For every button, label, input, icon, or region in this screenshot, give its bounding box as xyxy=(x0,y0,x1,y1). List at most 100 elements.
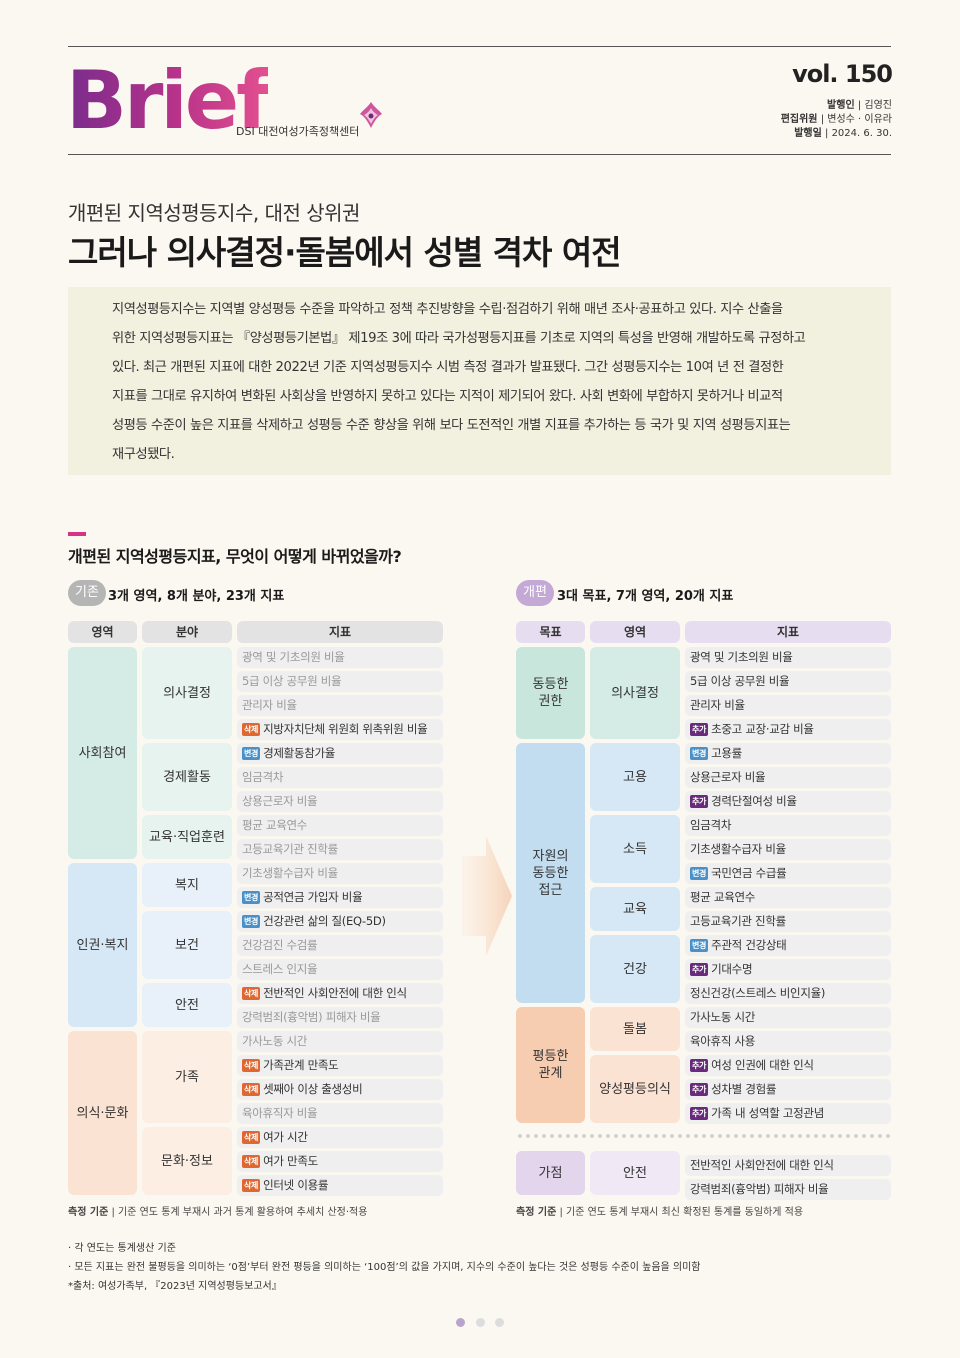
indicator-label: 임금격차 xyxy=(242,770,284,784)
indicator-label: 고용률 xyxy=(711,746,742,760)
old-indicator: 평균 교육연수 xyxy=(237,815,443,836)
indicator-label: 정신건강(스트레스 비인지율) xyxy=(690,986,826,1000)
article-subtitle: 개편된 지역성평등지수, 대전 상위권 xyxy=(68,201,360,225)
indicator-label: 고등교육기관 진학률 xyxy=(242,842,338,856)
indicator-label: 가사노동 시간 xyxy=(242,1034,308,1048)
old-field-culture: 문화·정보 xyxy=(142,1127,232,1195)
publisher-line: 발행인 | 김영진 xyxy=(827,100,892,111)
section-accent xyxy=(68,532,86,536)
indicator-label: 성차별 경험률 xyxy=(711,1082,777,1096)
old-indicator: 상용근로자 비율 xyxy=(237,791,443,812)
new-badge: 개편 xyxy=(516,580,554,606)
new-indicator: 평균 교육연수 xyxy=(685,887,891,908)
old-area-culture: 의식·문화 xyxy=(68,1031,137,1195)
old-indicator: 스트레스 인지율 xyxy=(237,959,443,980)
tag-chg-badge: 변경 xyxy=(690,747,709,760)
new-indicator: 변경 주관적 건강상태 xyxy=(685,935,891,956)
tag-del-badge: 삭제 xyxy=(242,1131,261,1144)
volume-number: vol. 150 xyxy=(792,60,893,88)
old-indicator: 삭제 셋째아 이상 출생성비 xyxy=(237,1079,443,1100)
new-indicator: 고등교육기관 진학률 xyxy=(685,911,891,932)
indicator-label: 전반적인 사회안전에 대한 인식 xyxy=(263,986,407,1000)
indicator-label: 경제활동참가율 xyxy=(263,746,336,760)
old-area-social: 사회참여 xyxy=(68,647,137,859)
new-goal-equal-rights: 동등한 권한 xyxy=(516,647,585,739)
tag-del-badge: 삭제 xyxy=(242,1059,261,1072)
page-dot[interactable] xyxy=(495,1318,504,1327)
date-line: 발행일 | 2024. 6. 30. xyxy=(794,128,892,139)
new-header-goal: 목표 xyxy=(516,621,585,643)
old-area-welfare: 인권·복지 xyxy=(68,863,137,1027)
indicator-label: 여가 만족도 xyxy=(263,1154,318,1168)
indicator-label: 초중고 교장·교감 비율 xyxy=(711,722,814,736)
new-indicator: 추가 경력단절여성 비율 xyxy=(685,791,891,812)
old-indicator: 기초생활수급자 비율 xyxy=(237,863,443,884)
indicator-label: 강력범죄(흉악범) 피해자 비율 xyxy=(242,1010,381,1024)
transition-arrow-icon xyxy=(462,836,512,960)
old-indicator: 임금격차 xyxy=(237,767,443,788)
tag-chg-badge: 변경 xyxy=(690,867,709,880)
indicator-label: 여성 인권에 대한 인식 xyxy=(711,1058,814,1072)
new-goal-resource-access: 자원의 동등한 접근 xyxy=(516,743,585,1003)
tag-del-badge: 삭제 xyxy=(242,1083,261,1096)
tag-add-badge: 추가 xyxy=(690,1059,709,1072)
indicator-label: 육아휴직 사용 xyxy=(690,1034,756,1048)
new-goal-equal-relation: 평등한 관계 xyxy=(516,1007,585,1123)
header-rule xyxy=(68,154,891,155)
tag-del-badge: 삭제 xyxy=(242,1155,261,1168)
new-area-gender-awareness: 양성평등의식 xyxy=(590,1055,680,1123)
old-field-welfare: 복지 xyxy=(142,863,232,907)
indicator-label: 육아휴직자 비율 xyxy=(242,1106,318,1120)
old-indicator: 가사노동 시간 xyxy=(237,1031,443,1052)
indicator-label: 스트레스 인지율 xyxy=(242,962,318,976)
new-indicator: 육아휴직 사용 xyxy=(685,1031,891,1052)
dsi-flower-icon xyxy=(358,100,384,134)
indicator-label: 인터넷 이용률 xyxy=(263,1178,329,1192)
new-indicator: 5급 이상 공무원 비율 xyxy=(685,671,891,692)
old-field-decision: 의사결정 xyxy=(142,647,232,739)
tag-add-badge: 추가 xyxy=(690,963,709,976)
old-indicator: 육아휴직자 비율 xyxy=(237,1103,443,1124)
tag-del-badge: 삭제 xyxy=(242,987,261,1000)
old-indicator: 변경 공적연금 가입자 비율 xyxy=(237,887,443,908)
new-indicator: 추가 기대수명 xyxy=(685,959,891,980)
new-header-indicator: 지표 xyxy=(685,621,891,643)
old-field-health: 보건 xyxy=(142,911,232,979)
indicator-label: 상용근로자 비율 xyxy=(690,770,766,784)
indicator-label: 평균 교육연수 xyxy=(242,818,308,832)
org-name: DSI 대전여성가족정책센터 xyxy=(236,125,360,138)
old-indicator: 변경 경제활동참가율 xyxy=(237,743,443,764)
page-dot-active[interactable] xyxy=(456,1318,465,1327)
new-indicator: 관리자 비율 xyxy=(685,695,891,716)
new-indicator: 전반적인 사회안전에 대한 인식 xyxy=(685,1155,891,1176)
brief-logo: Brief xyxy=(66,54,271,147)
old-header-indicator: 지표 xyxy=(237,621,443,643)
old-footnote: 측정 기준 | 기준 연도 통계 부재시 과거 통계 활용하여 추세치 산정·적… xyxy=(68,1207,368,1218)
new-area-safety: 안전 xyxy=(590,1151,680,1195)
tag-del-badge: 삭제 xyxy=(242,723,261,736)
tag-chg-badge: 변경 xyxy=(242,891,261,904)
new-indicator: 임금격차 xyxy=(685,815,891,836)
top-rule xyxy=(68,46,891,47)
indicator-label: 셋째아 이상 출생성비 xyxy=(263,1082,363,1096)
indicator-label: 고등교육기관 진학률 xyxy=(690,914,786,928)
old-field-education: 교육·직업훈련 xyxy=(142,815,232,859)
indicator-label: 국민연금 수급률 xyxy=(711,866,787,880)
indicator-label: 건강검진 수검률 xyxy=(242,938,318,952)
old-field-safety: 안전 xyxy=(142,983,232,1027)
indicator-label: 가사노동 시간 xyxy=(690,1010,756,1024)
summary-line: 지역성평등지수는 지역별 양성평등 수준을 파악하고 정책 추진방향을 수립·점… xyxy=(112,302,783,317)
new-indicator: 변경 고용률 xyxy=(685,743,891,764)
old-indicator: 건강검진 수검률 xyxy=(237,935,443,956)
new-indicator: 기초생활수급자 비율 xyxy=(685,839,891,860)
page-dot[interactable] xyxy=(476,1318,485,1327)
old-indicator: 삭제 여가 시간 xyxy=(237,1127,443,1148)
indicator-label: 기초생활수급자 비율 xyxy=(242,866,338,880)
summary-box: 지역성평등지수는 지역별 양성평등 수준을 파악하고 정책 추진방향을 수립·점… xyxy=(68,287,891,475)
new-area-income: 소득 xyxy=(590,815,680,883)
old-indicator: 고등교육기관 진학률 xyxy=(237,839,443,860)
tag-add-badge: 추가 xyxy=(690,723,709,736)
new-indicator: 상용근로자 비율 xyxy=(685,767,891,788)
new-area-care: 돌봄 xyxy=(590,1007,680,1051)
indicator-label: 전반적인 사회안전에 대한 인식 xyxy=(690,1158,834,1172)
